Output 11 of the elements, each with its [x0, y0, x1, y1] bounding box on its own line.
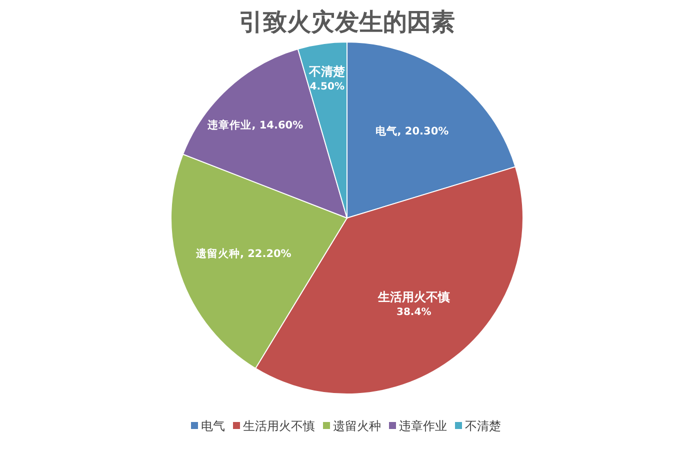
- data-label: 不清楚 4.50%: [308, 64, 346, 93]
- legend-label: 生活用火不慎: [243, 419, 315, 433]
- data-label: 生活用火不慎 38.4%: [376, 290, 450, 318]
- data-label: 违章作业, 14.60%: [206, 118, 304, 132]
- data-label: 电气, 20.30%: [375, 124, 450, 138]
- data-label: 遗留火种, 22.20%: [194, 247, 292, 260]
- legend-label: 不清楚: [465, 419, 501, 433]
- legend-label: 违章作业: [399, 419, 447, 433]
- legend-label: 电气: [201, 419, 225, 433]
- legend-label: 遗留火种: [333, 419, 381, 433]
- chart-title: 引致火灾发生的因素: [239, 8, 455, 36]
